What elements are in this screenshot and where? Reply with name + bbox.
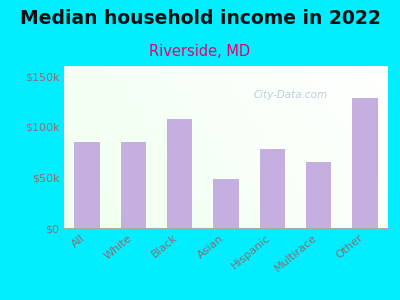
Bar [74,142,100,228]
Text: Riverside, MD: Riverside, MD [150,44,250,59]
Text: Median household income in 2022: Median household income in 2022 [20,9,380,28]
Bar [352,98,378,228]
Bar [260,149,285,228]
Bar [306,162,331,228]
Bar [167,118,192,228]
Text: City-Data.com: City-Data.com [254,90,328,100]
Bar [213,179,239,228]
Bar [121,142,146,228]
